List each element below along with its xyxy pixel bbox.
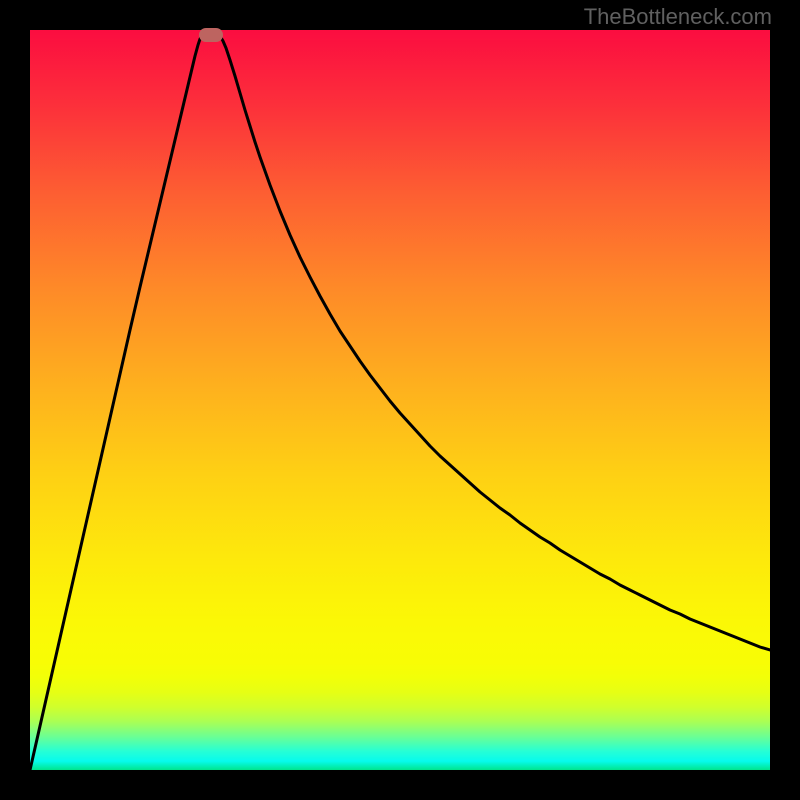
watermark-text: TheBottleneck.com [584,4,772,30]
bottleneck-chart [30,30,770,770]
chart-curve [30,30,770,770]
minimum-marker [199,28,223,42]
